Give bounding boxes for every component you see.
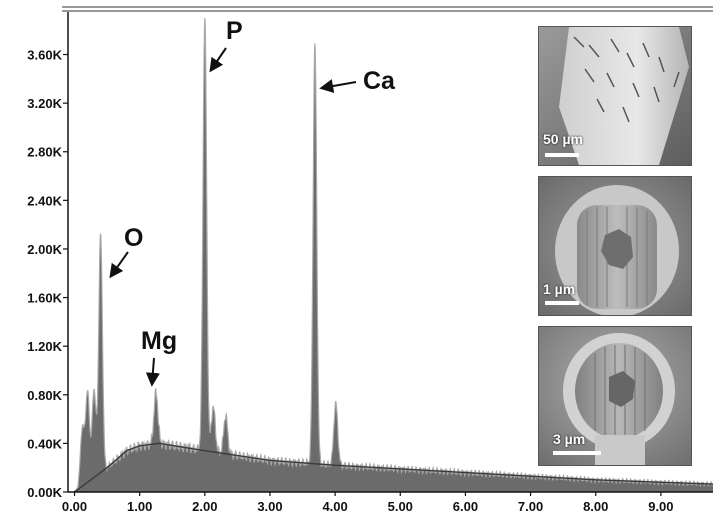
- y-tick-label: 0.00K: [27, 485, 62, 500]
- scale-bar-1: [545, 153, 579, 157]
- annotation-arrow-p: [209, 47, 227, 73]
- inset-sem-image-2: 1 µm: [538, 176, 692, 316]
- inset-sem-image-1: 50 µm: [538, 26, 692, 166]
- spectrum-outline-line: [73, 18, 713, 493]
- annotation-label-o: O: [124, 224, 143, 252]
- scale-bar-2: [545, 301, 579, 305]
- y-tick-label: 1.20K: [27, 339, 62, 354]
- annotation-layer: O Mg P Ca: [109, 17, 396, 387]
- scale-bar-label-2: 1 µm: [543, 281, 576, 297]
- scale-bar-3: [553, 451, 601, 455]
- sem-micrograph-3: [539, 327, 691, 465]
- x-tick-label: 4.00: [322, 499, 347, 514]
- axes-layer: 0.00K 0.40K 0.80K 1.20K 1.60K 2.00K 2.40K 2.80K…: [27, 12, 713, 514]
- annotation-label-p: P: [226, 17, 243, 45]
- sem-micrograph-1: [539, 27, 691, 165]
- x-tick-label: 7.00: [518, 499, 543, 514]
- inset-sem-image-3: 3 µm: [538, 326, 692, 466]
- annotation-arrow-o: [109, 251, 129, 279]
- x-tick-label: 9.00: [648, 499, 673, 514]
- y-tick-label: 2.00K: [27, 242, 62, 257]
- y-tick-label: 0.40K: [27, 436, 62, 451]
- y-tick-label: 2.40K: [27, 193, 62, 208]
- x-tick-label: 5.00: [388, 499, 413, 514]
- y-tick-label: 0.80K: [27, 388, 62, 403]
- x-tick-label: 3.00: [257, 499, 282, 514]
- annotation-arrow-ca: [319, 79, 357, 93]
- y-tick-label: 1.60K: [27, 291, 62, 306]
- x-tick-label: 6.00: [453, 499, 478, 514]
- sem-micrograph-2: [539, 177, 691, 315]
- x-tick-label: 8.00: [583, 499, 608, 514]
- scale-bar-label-3: 3 µm: [553, 431, 586, 447]
- y-tick-label: 3.60K: [27, 48, 62, 63]
- annotation-arrow-mg: [145, 357, 160, 387]
- x-tick-label: 1.00: [127, 499, 152, 514]
- y-tick-label: 2.80K: [27, 145, 62, 160]
- annotation-label-mg: Mg: [141, 327, 177, 355]
- y-tick-label: 3.20K: [27, 96, 62, 111]
- spectrum-layer: [73, 18, 713, 493]
- x-tick-label: 2.00: [192, 499, 217, 514]
- annotation-label-ca: Ca: [363, 67, 396, 95]
- background-fit-line: [74, 442, 713, 493]
- scale-bar-label-1: 50 µm: [543, 131, 583, 147]
- x-tick-label: 0.00: [62, 499, 87, 514]
